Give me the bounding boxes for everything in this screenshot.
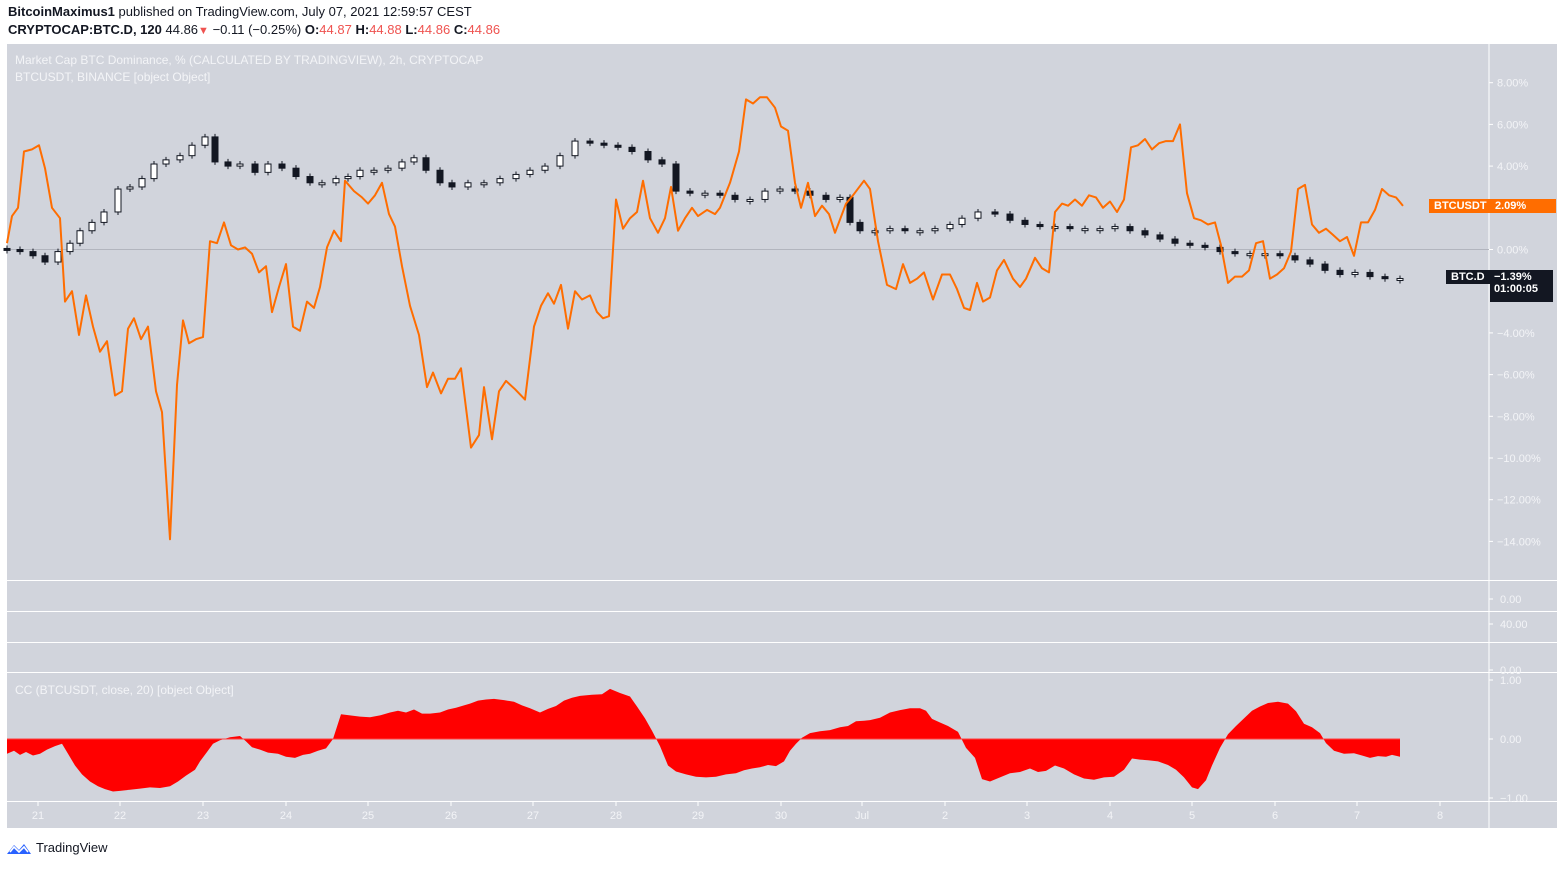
symbol-info: CRYPTOCAP:BTC.D, 120 44.86▼ −0.11 (−0.25… xyxy=(8,22,500,37)
price-axis-label: 4.00% xyxy=(1497,161,1528,173)
time-axis-label: 4 xyxy=(1107,810,1113,822)
time-axis-label: 24 xyxy=(280,810,292,822)
time-axis[interactable]: 21 22 23 24 25 26 27 28 29 30 Jul 2 3 4 5 6 7 8 xyxy=(32,802,1443,822)
published-text: published on TradingView.com, July 07, 2… xyxy=(118,4,472,19)
time-axis-label: 21 xyxy=(32,810,44,822)
time-axis-label: 8 xyxy=(1437,810,1443,822)
time-axis-label: 5 xyxy=(1189,810,1195,822)
price-axis-label: 0.00% xyxy=(1497,245,1528,257)
main-series-legend[interactable]: Market Cap BTC Dominance, % (CALCULATED … xyxy=(15,53,484,67)
price-axis-label: −12.00% xyxy=(1497,495,1541,507)
tradingview-brand: TradingView xyxy=(36,840,108,855)
close-label: C: xyxy=(453,22,468,37)
time-axis-label: 26 xyxy=(445,810,457,822)
time-axis-label: 27 xyxy=(527,810,539,822)
pane-axis-label: 40.00 xyxy=(1500,619,1528,631)
cc-indicator-legend[interactable]: CC (BTCUSDT, close, 20) [object Object] xyxy=(15,683,234,697)
btcusdt-line-label: BTCUSDT xyxy=(1429,199,1492,213)
time-axis-label: 25 xyxy=(362,810,374,822)
pane-axis-label: 0.00 xyxy=(1500,594,1521,606)
time-axis-label: 23 xyxy=(197,810,209,822)
btcd-price-value: −1.39% xyxy=(1494,271,1532,283)
bar-countdown: 01:00:05 xyxy=(1494,283,1539,295)
price-axis-label: 6.00% xyxy=(1497,119,1528,131)
chart-background xyxy=(7,44,1557,828)
price-axis[interactable]: 8.00% 6.00% 4.00% 0.00% −4.00% −6.00% −8.00% −1… xyxy=(1489,78,1541,549)
btcusdt-line xyxy=(6,96,1404,541)
close-value: 44.86 xyxy=(467,22,501,37)
author-name: BitcoinMaximus1 xyxy=(8,4,115,19)
high-label: H: xyxy=(355,22,370,37)
last-price: 44.86 xyxy=(165,22,199,37)
cc-axis-label: −1.00 xyxy=(1500,793,1528,805)
compare-series-legend[interactable]: BTCUSDT, BINANCE [object Object] xyxy=(15,70,211,84)
open-label: O: xyxy=(304,22,320,37)
down-triangle-icon: ▼ xyxy=(198,25,209,37)
price-axis-label: −6.00% xyxy=(1497,370,1535,382)
time-axis-label: 7 xyxy=(1354,810,1360,822)
low-value: 44.86 xyxy=(417,22,451,37)
btcd-candles xyxy=(3,133,1404,284)
price-axis-label: −14.00% xyxy=(1497,536,1541,548)
btcusdt-price-tag: 2.09% xyxy=(1490,199,1556,213)
time-axis-label: 29 xyxy=(692,810,704,822)
price-axis-label: −8.00% xyxy=(1497,411,1535,423)
cc-axis-label: 1.00 xyxy=(1500,675,1521,687)
time-axis-label: 22 xyxy=(114,810,126,822)
price-change: −0.11 (−0.25%) xyxy=(212,22,302,37)
time-axis-label: Jul xyxy=(855,810,869,822)
btcd-price-tag: −1.39% 01:00:05 xyxy=(1490,270,1553,302)
high-value: 44.88 xyxy=(369,22,402,37)
time-axis-label: 2 xyxy=(942,810,948,822)
price-axis-label: 8.00% xyxy=(1497,78,1528,90)
publish-info: BitcoinMaximus1 published on TradingView… xyxy=(8,4,472,19)
price-axis-label: −4.00% xyxy=(1497,328,1535,340)
cc-axis-label: 0.00 xyxy=(1500,734,1521,746)
price-axis-label: −10.00% xyxy=(1497,453,1541,465)
low-label: L: xyxy=(405,22,418,37)
time-axis-label: 6 xyxy=(1272,810,1278,822)
time-axis-label: 30 xyxy=(775,810,787,822)
cc-indicator-area xyxy=(7,688,1400,792)
symbol-name: CRYPTOCAP:BTC.D, 120 xyxy=(8,22,162,37)
open-value: 44.87 xyxy=(319,22,352,37)
btcd-line-label: BTC.D xyxy=(1446,270,1490,284)
pane-axis-label: 0.00 xyxy=(1500,665,1521,677)
tradingview-logo[interactable]: TradingView xyxy=(6,840,108,855)
time-axis-label: 3 xyxy=(1024,810,1030,822)
time-axis-label: 28 xyxy=(610,810,622,822)
tradingview-cloud-icon xyxy=(7,843,31,854)
